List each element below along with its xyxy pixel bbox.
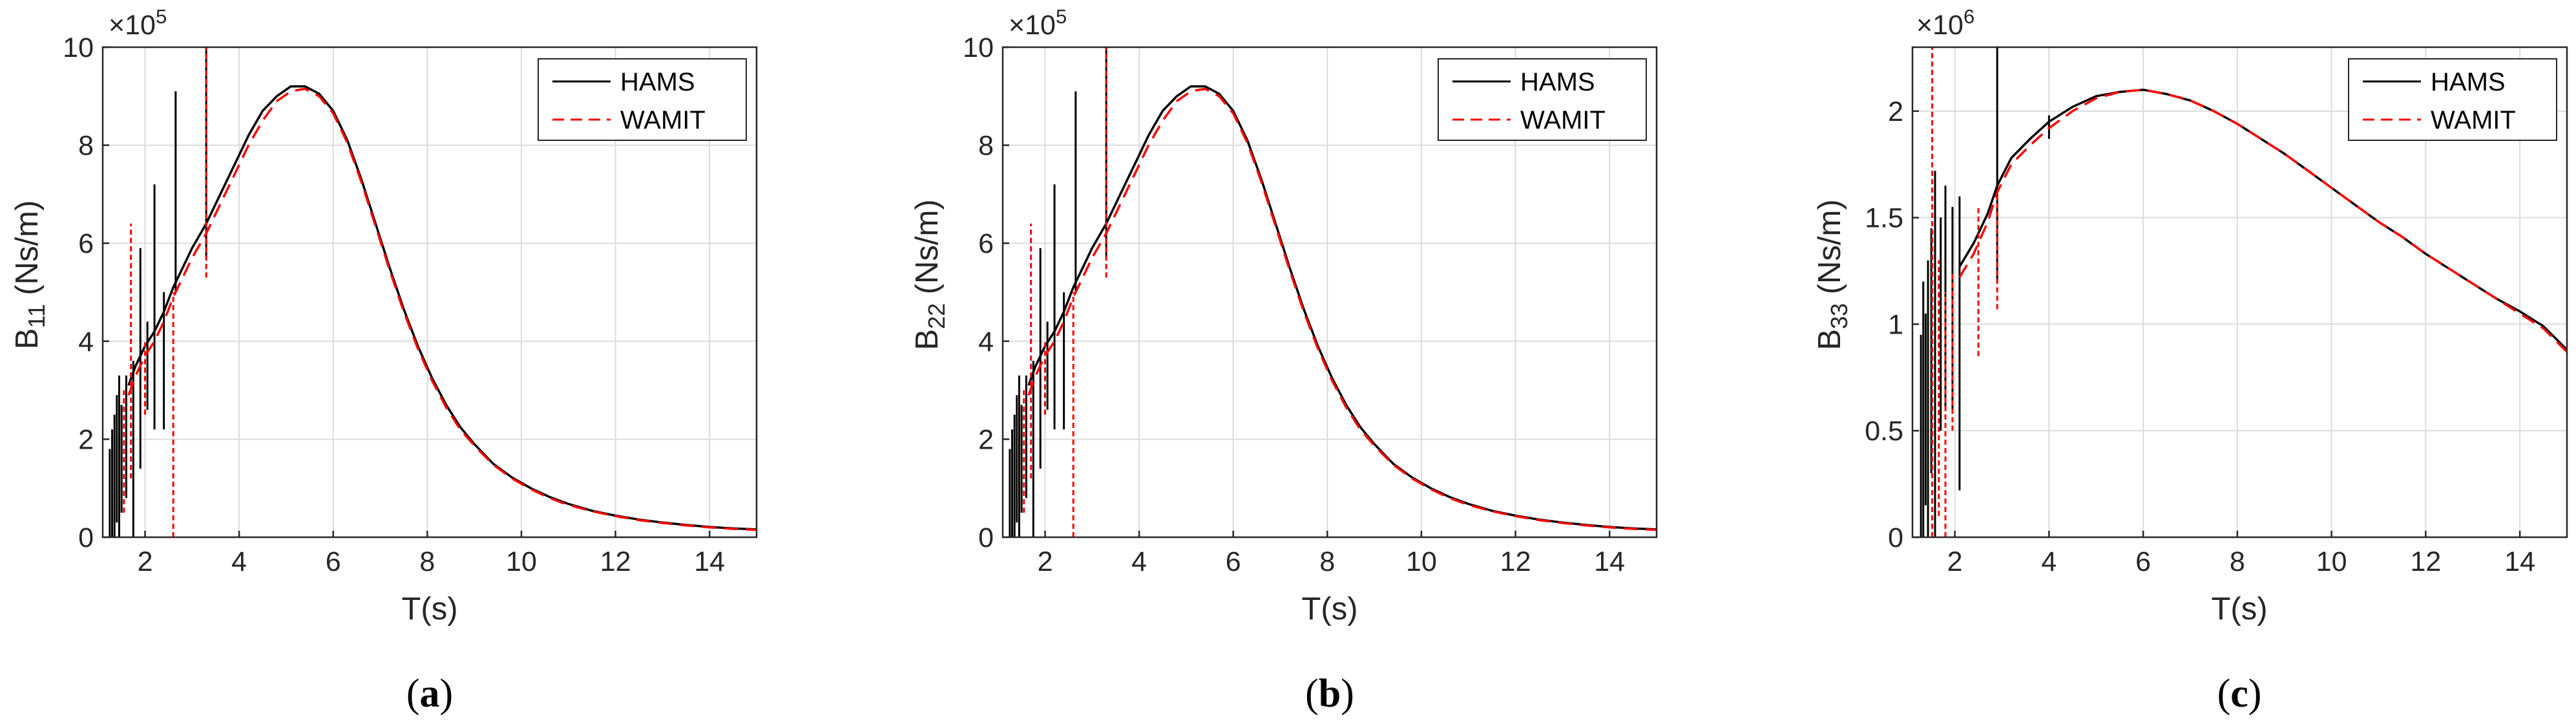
x-tick-label: 4	[2041, 546, 2057, 577]
x-tick-label: 2	[1038, 546, 1053, 577]
series-wamit-line	[127, 87, 757, 531]
x-tick-label: 10	[2316, 546, 2347, 577]
y-tick-label: 2	[978, 424, 994, 455]
legend-hams-label: HAMS	[620, 68, 695, 96]
x-axis-label: T(s)	[401, 592, 457, 626]
y-tick-label: 4	[978, 326, 994, 358]
legend-wamit-label: WAMIT	[620, 106, 706, 134]
panel-caption: (c)	[2217, 672, 2262, 716]
x-tick-label: 6	[2135, 546, 2151, 577]
x-tick-label: 2	[1947, 546, 1963, 577]
x-tick-label: 8	[2230, 546, 2245, 577]
series-hams-line	[1027, 85, 1657, 531]
x-tick-label: 6	[326, 546, 341, 577]
y-tick-label: 10	[963, 32, 994, 63]
panel-caption: (a)	[406, 672, 453, 716]
panel-b: ×105 B22 (Ns/m) T(s) (b) 2 4 6 8 10 12 14 0 2 4 6 8…	[910, 5, 1658, 716]
legend: HAMS WAMIT	[1438, 58, 1647, 141]
legend-hams-label: HAMS	[1520, 68, 1595, 96]
x-tick-label: 2	[138, 546, 153, 577]
x-axis-label: T(s)	[1301, 592, 1357, 626]
y-axis-label: B11 (Ns/m)	[10, 200, 50, 350]
y-tick-label: 1	[1888, 309, 1903, 340]
y-tick-label: 8	[78, 131, 94, 162]
y-axis-label: B33 (Ns/m)	[1812, 199, 1852, 350]
panel-a: ×105 B11 (Ns/m) T(s) (a) 2 4 6 8 10 12 14 0 2 4 6 8…	[10, 5, 758, 716]
legend-wamit-label: WAMIT	[2431, 106, 2516, 134]
series-wamit-line	[1958, 89, 2567, 353]
x-axis-label: T(s)	[2211, 592, 2267, 626]
y-axis-label: B22 (Ns/m)	[910, 199, 950, 350]
x-tick-label: 4	[231, 546, 247, 577]
y-tick-label: 8	[978, 131, 994, 162]
legend: HAMS WAMIT	[2348, 58, 2557, 141]
series-wamit-line	[1027, 87, 1657, 531]
x-tick-label: 4	[1131, 546, 1147, 577]
x-tick-label: 10	[506, 546, 537, 577]
y-tick-label: 0	[978, 522, 994, 553]
x-tick-label: 14	[694, 546, 725, 577]
x-tick-label: 10	[1406, 546, 1437, 577]
y-tick-label: 6	[978, 228, 994, 259]
y-tick-label: 10	[63, 32, 94, 63]
y-exponent-label: ×105	[1009, 5, 1067, 41]
y-tick-label: 4	[78, 326, 94, 358]
x-tick-label: 14	[1594, 546, 1625, 577]
plot-area	[1920, 47, 2567, 537]
ticks: 2 4 6 8 10 12 14 0 0.5 1 1.5 2	[1865, 96, 2535, 577]
y-tick-label: 1.5	[1865, 203, 1903, 234]
x-tick-label: 14	[2504, 546, 2535, 577]
axes-frame	[1911, 46, 2568, 539]
axes-frame	[1001, 46, 1658, 539]
x-tick-label: 12	[2410, 546, 2441, 577]
axes-frame	[101, 46, 758, 539]
ticks: 2 4 6 8 10 12 14 0 2 4 6 8 10	[63, 32, 725, 577]
legend-box	[2348, 58, 2557, 141]
panel-caption: (b)	[1305, 672, 1354, 716]
x-tick-label: 12	[600, 546, 631, 577]
ticks: 2 4 6 8 10 12 14 0 2 4 6 8 10	[963, 32, 1625, 577]
y-tick-label: 0	[1888, 522, 1903, 553]
legend: HAMS WAMIT	[538, 58, 747, 141]
legend-box	[1438, 58, 1647, 141]
y-exponent-label: ×105	[109, 5, 167, 41]
x-tick-label: 12	[1500, 546, 1531, 577]
x-tick-label: 8	[1319, 546, 1335, 577]
y-exponent-label: ×106	[1916, 5, 1974, 41]
panel-c: ×106 B33 (Ns/m) T(s) (c) 2 4 6 8 10 12 1400.51…	[1812, 5, 2568, 716]
y-tick-label: 2	[1888, 96, 1903, 127]
y-tick-label: 6	[78, 228, 94, 259]
y-tick-label: 0	[78, 522, 94, 553]
y-tick-label: 2	[78, 424, 94, 455]
y-tick-label: 0.5	[1865, 416, 1903, 447]
plot-area	[109, 47, 757, 537]
x-tick-label: 8	[419, 546, 435, 577]
plot-area	[1009, 47, 1657, 537]
legend-wamit-label: WAMIT	[1520, 106, 1606, 134]
series-hams-line	[127, 85, 757, 531]
legend-box	[538, 58, 747, 141]
x-tick-label: 6	[1226, 546, 1241, 577]
legend-hams-label: HAMS	[2431, 68, 2506, 96]
